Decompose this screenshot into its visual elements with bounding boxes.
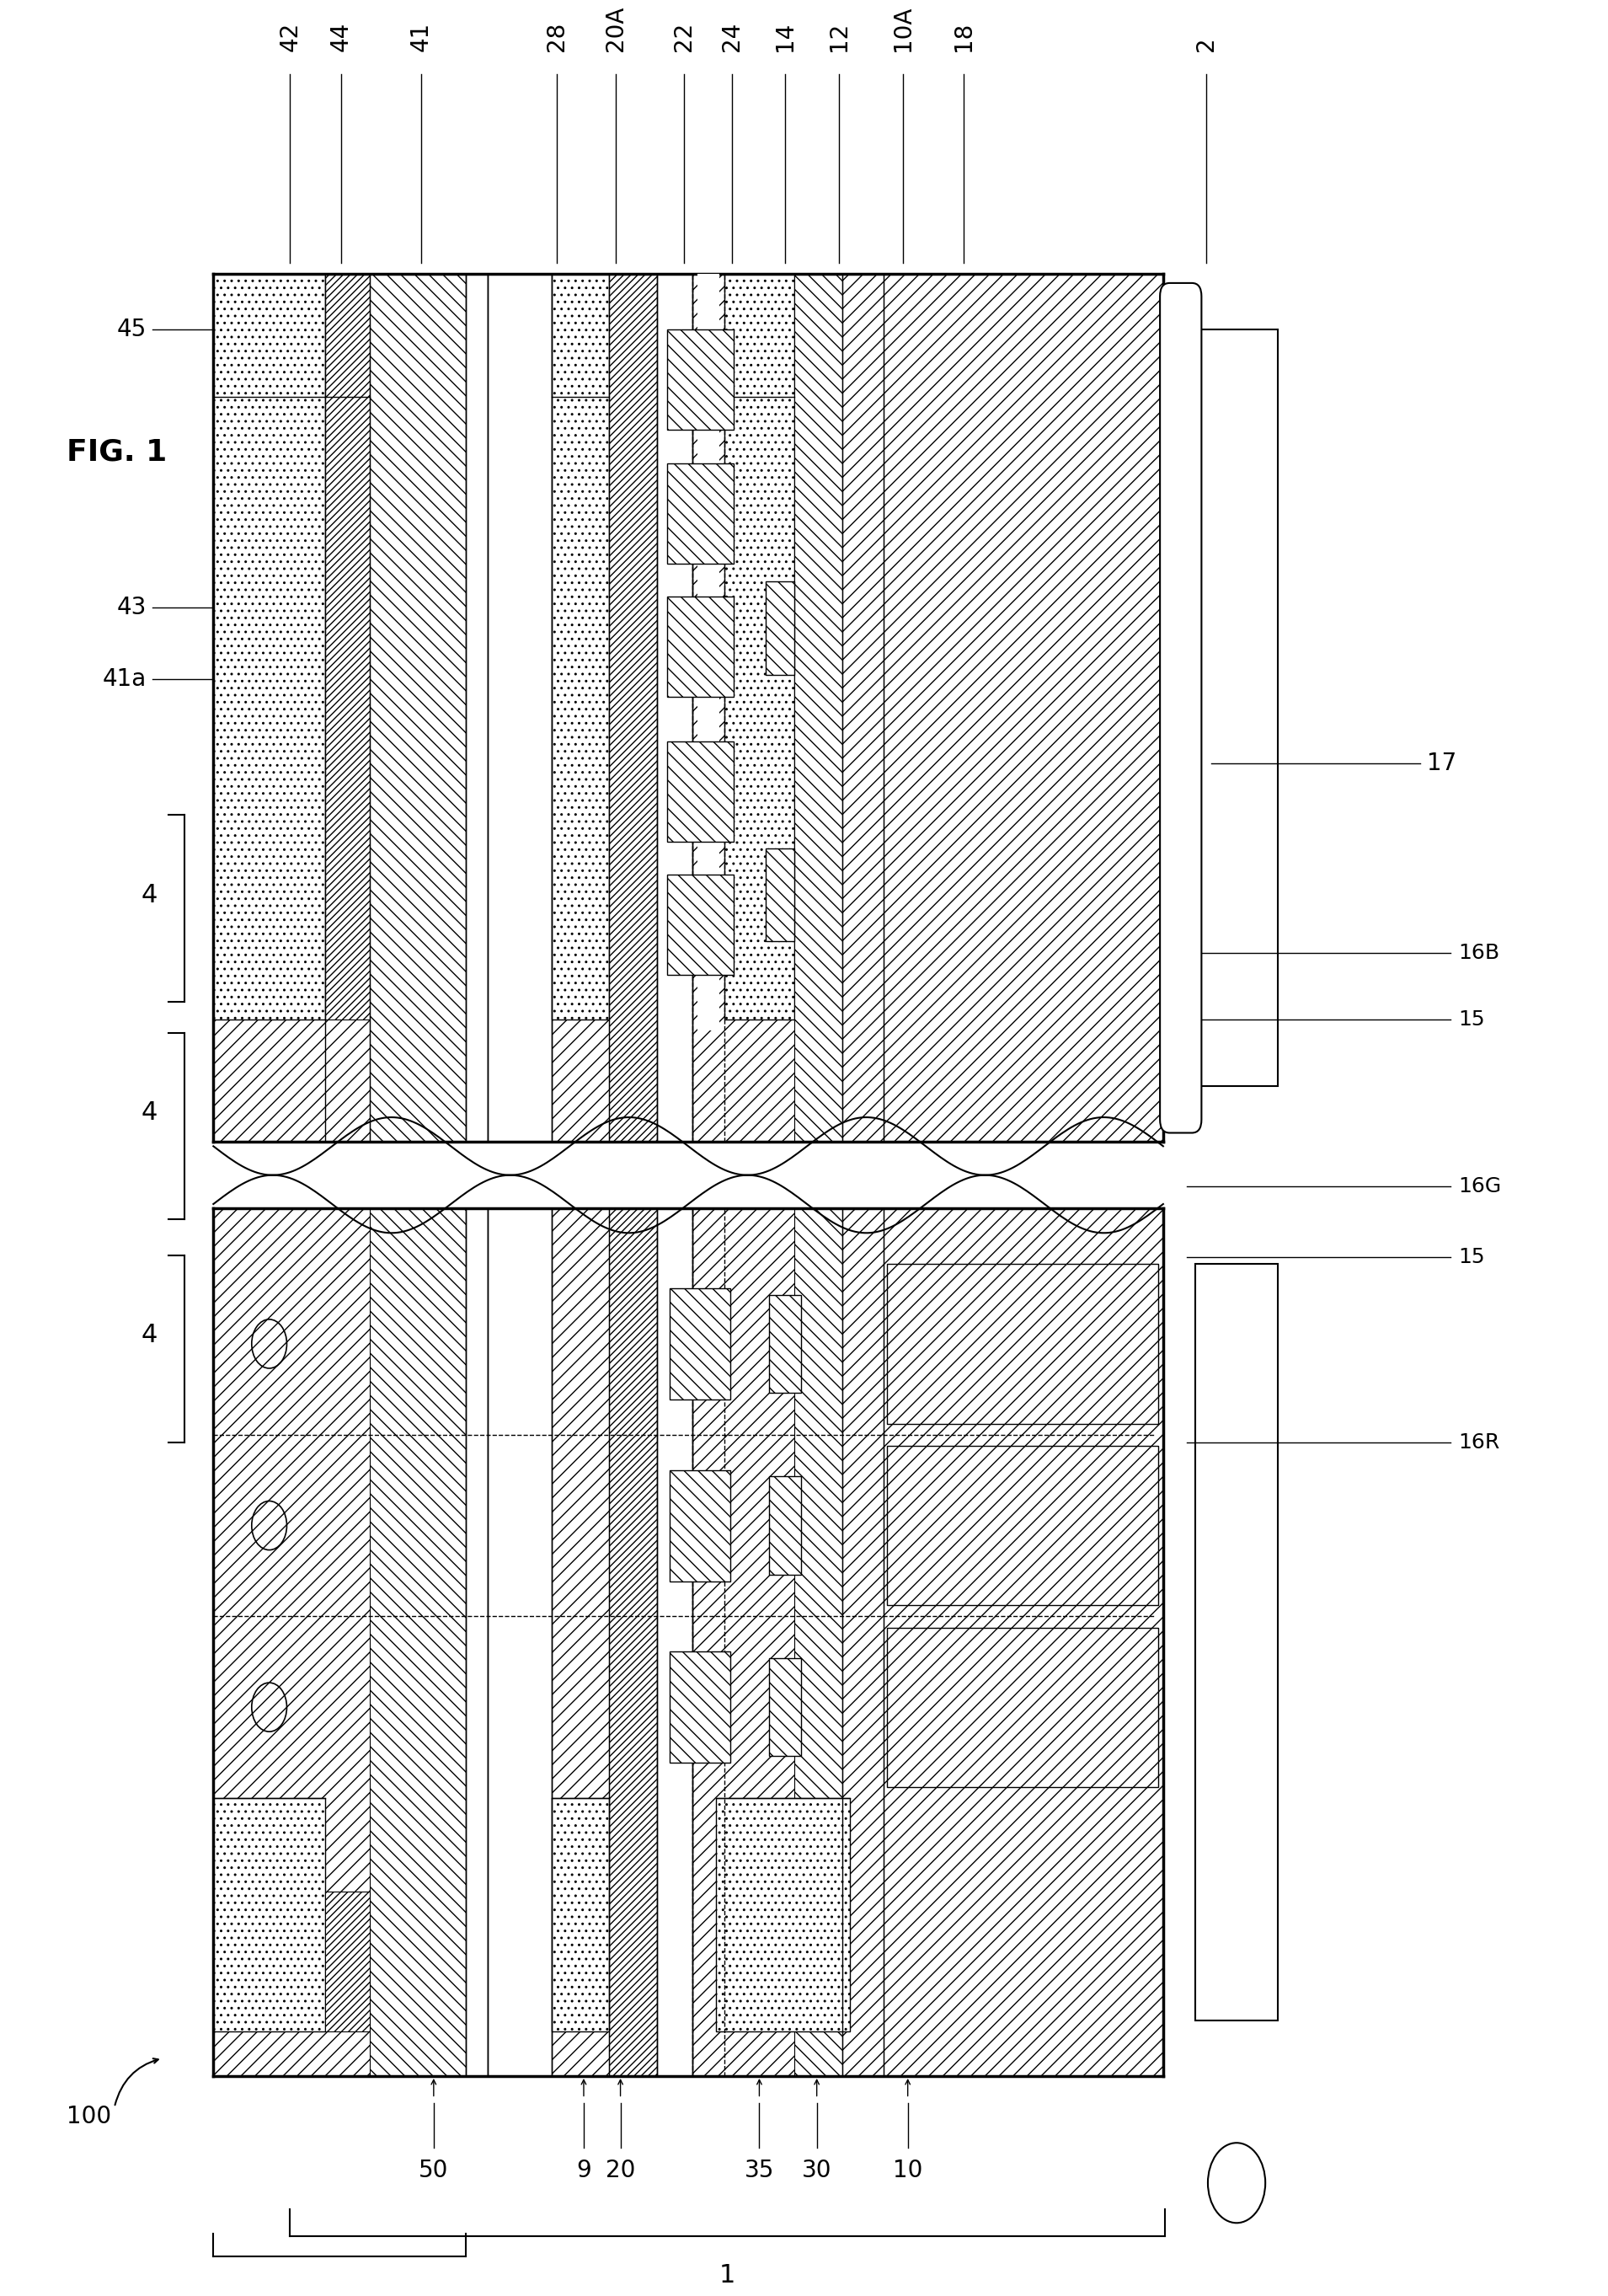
Bar xyxy=(214,273,325,1019)
Bar xyxy=(214,1208,1163,2076)
Bar xyxy=(696,273,719,1031)
Text: 15: 15 xyxy=(1458,1010,1486,1029)
Text: 28: 28 xyxy=(545,23,568,53)
Bar xyxy=(552,1798,609,2032)
Text: 4: 4 xyxy=(142,1322,158,1348)
Text: 14: 14 xyxy=(773,23,796,53)
Bar xyxy=(724,273,794,1019)
Bar xyxy=(552,273,609,1019)
Text: 43: 43 xyxy=(116,597,146,620)
Text: 100: 100 xyxy=(66,2105,111,2128)
Bar xyxy=(214,273,1163,1141)
Text: 45: 45 xyxy=(117,317,146,342)
Bar xyxy=(765,847,794,941)
Bar xyxy=(667,875,733,976)
Text: 30: 30 xyxy=(802,2158,831,2181)
Bar xyxy=(370,1208,466,2076)
Bar xyxy=(325,1892,370,2032)
Bar xyxy=(370,273,466,1141)
Text: 4: 4 xyxy=(142,882,158,907)
Bar xyxy=(716,1798,851,2032)
Text: 42: 42 xyxy=(278,23,302,53)
Bar xyxy=(843,1208,884,2076)
Bar xyxy=(1195,331,1278,1086)
Bar xyxy=(658,273,693,1141)
Text: 1: 1 xyxy=(719,2264,735,2287)
Text: 10: 10 xyxy=(892,2158,923,2181)
Bar xyxy=(769,1658,801,1756)
Text: FIG. 1: FIG. 1 xyxy=(66,439,167,466)
Bar xyxy=(325,273,370,1019)
Text: 16G: 16G xyxy=(1458,1176,1502,1196)
Bar xyxy=(671,1469,730,1582)
Bar xyxy=(794,1208,843,2076)
Text: 35: 35 xyxy=(745,2158,773,2181)
Text: 9: 9 xyxy=(576,2158,592,2181)
Bar xyxy=(466,273,487,1141)
Bar xyxy=(658,1208,693,2076)
Bar xyxy=(667,464,733,563)
Bar xyxy=(888,1446,1158,1605)
Bar xyxy=(667,597,733,696)
Bar xyxy=(487,273,552,1141)
Bar xyxy=(214,1798,325,2032)
Text: 2: 2 xyxy=(1195,37,1219,53)
Bar xyxy=(609,273,658,1141)
Bar xyxy=(888,1628,1158,1786)
Text: 24: 24 xyxy=(720,23,745,53)
Text: 18: 18 xyxy=(952,23,976,53)
Text: 10A: 10A xyxy=(891,7,915,53)
Text: 15: 15 xyxy=(1458,1247,1486,1267)
Text: 17: 17 xyxy=(1426,751,1457,776)
Text: 20A: 20A xyxy=(605,7,627,53)
Bar xyxy=(843,273,884,1141)
Text: 22: 22 xyxy=(672,23,696,53)
Bar xyxy=(765,581,794,675)
Text: 16R: 16R xyxy=(1458,1433,1500,1451)
Text: 44: 44 xyxy=(330,23,352,53)
Bar xyxy=(671,1288,730,1401)
FancyBboxPatch shape xyxy=(1159,282,1201,1132)
Bar xyxy=(487,1208,552,2076)
Bar xyxy=(671,1651,730,1763)
Text: 4: 4 xyxy=(142,1100,158,1125)
Bar xyxy=(198,1159,1179,1192)
Text: 20: 20 xyxy=(606,2158,635,2181)
Bar xyxy=(888,1265,1158,1424)
Text: 50: 50 xyxy=(418,2158,449,2181)
Bar xyxy=(466,1208,487,2076)
Bar xyxy=(609,1208,658,2076)
Bar xyxy=(769,1476,801,1575)
Text: 41a: 41a xyxy=(103,668,146,691)
Bar xyxy=(1195,1265,1278,2020)
Bar xyxy=(667,742,733,840)
Bar xyxy=(769,1295,801,1394)
Text: 12: 12 xyxy=(828,23,851,53)
Bar xyxy=(667,331,733,429)
Bar xyxy=(794,273,843,1141)
Text: 16B: 16B xyxy=(1458,944,1500,962)
Text: 41: 41 xyxy=(408,23,433,53)
